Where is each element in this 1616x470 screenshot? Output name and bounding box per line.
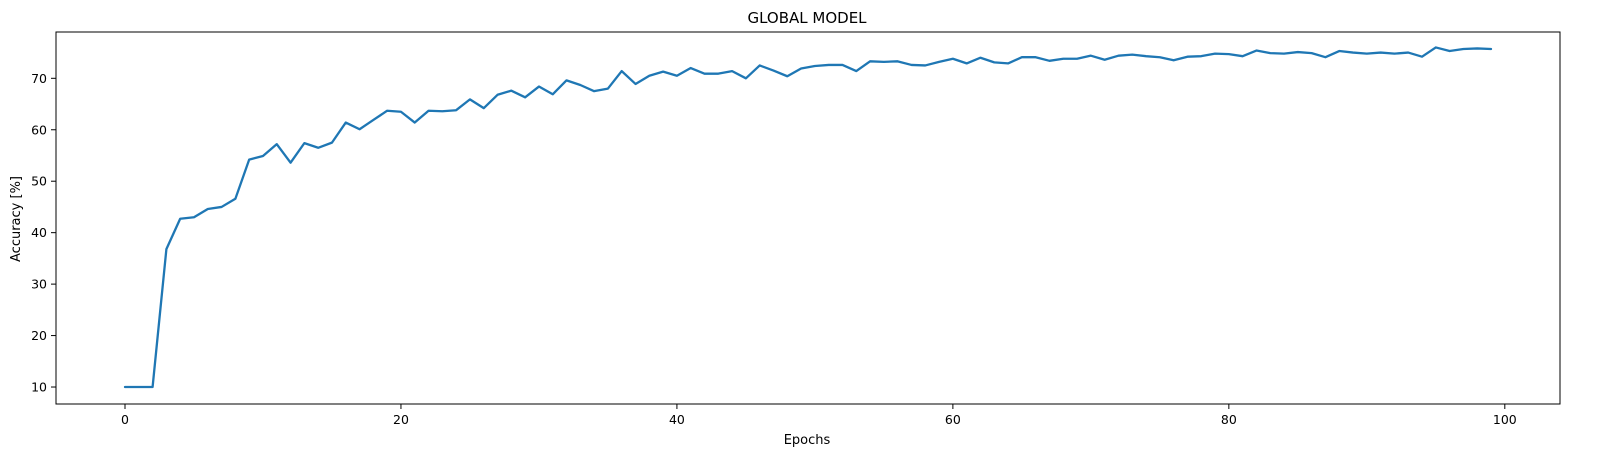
x-tick-label: 60	[945, 412, 961, 427]
x-axis-label: Epochs	[784, 433, 831, 448]
x-tick-label: 40	[669, 412, 685, 427]
x-tick-label: 100	[1493, 412, 1517, 427]
x-axis-ticks: 0 20 40 60 80 100	[121, 404, 1517, 427]
y-tick-label: 20	[31, 328, 47, 343]
y-tick-label: 30	[31, 277, 47, 292]
plot-frame	[55, 31, 1561, 405]
x-tick-label: 0	[121, 412, 129, 427]
y-axis-label: Accuracy [%]	[9, 176, 24, 262]
accuracy-line	[123, 46, 1493, 389]
y-tick-label: 60	[31, 122, 47, 137]
x-tick-label: 80	[1221, 412, 1237, 427]
y-axis-ticks: 10 20 30 40 50 60 70	[31, 71, 56, 395]
y-tick-label: 50	[31, 174, 47, 189]
y-tick-label: 10	[31, 380, 47, 395]
y-tick-label: 40	[31, 225, 47, 240]
y-tick-label: 70	[31, 71, 47, 86]
x-tick-label: 20	[393, 412, 409, 427]
chart-title: GLOBAL MODEL	[747, 9, 867, 27]
